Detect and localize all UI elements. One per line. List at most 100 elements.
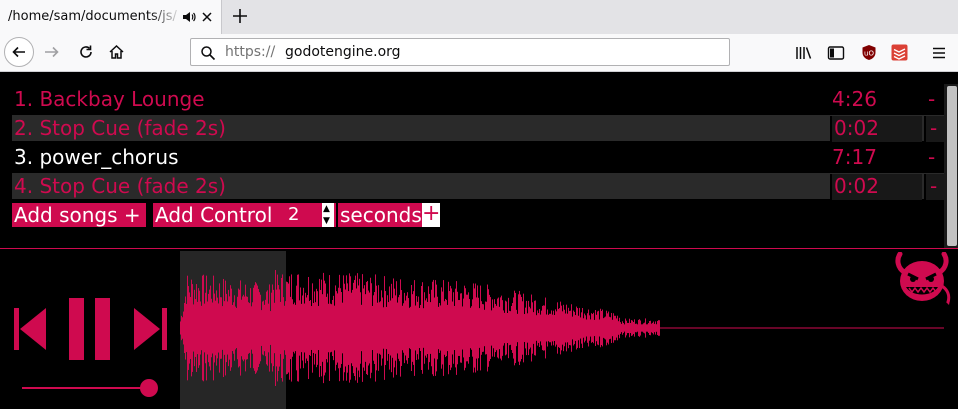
waveform-bar	[861, 327, 862, 329]
remove-item-button[interactable]: -	[924, 174, 944, 200]
waveform-bar	[830, 327, 831, 329]
waveform-bar	[487, 284, 488, 372]
waveform-bar	[618, 321, 619, 335]
waveform-bar	[582, 308, 583, 348]
waveform-bar	[250, 288, 251, 368]
add-cue-button[interactable]: +	[422, 201, 441, 227]
reload-icon[interactable]	[78, 44, 94, 60]
waveform-bar	[911, 327, 912, 329]
scrollbar-thumb[interactable]	[947, 86, 957, 246]
waveform-bar	[628, 322, 629, 334]
waveform-bar	[881, 327, 882, 329]
spin-down-icon[interactable]: ▼	[323, 216, 330, 226]
waveform-bar	[738, 327, 739, 329]
waveform-bar	[206, 275, 207, 381]
back-button[interactable]	[4, 37, 34, 67]
playlist-item-label: 2. Stop Cue (fade 2s)	[14, 116, 226, 140]
waveform-bar	[868, 327, 869, 329]
close-tab-icon[interactable]	[200, 9, 214, 28]
waveform-bar	[447, 304, 448, 352]
waveform-bar	[666, 327, 667, 329]
fade-seconds-value[interactable]: 2	[288, 204, 300, 225]
waveform-bar	[808, 327, 809, 329]
waveform-bar	[586, 319, 587, 337]
waveform-bar	[686, 327, 687, 329]
waveform-bar	[519, 290, 520, 366]
waveform-bar	[688, 327, 689, 329]
home-icon[interactable]	[108, 44, 125, 60]
waveform-bar	[680, 327, 681, 329]
volume-slider-track[interactable]	[22, 387, 148, 389]
waveform-bar	[406, 295, 407, 361]
volume-slider-knob[interactable]	[140, 379, 158, 397]
waveform-bar	[350, 276, 351, 380]
remove-item-button[interactable]: -	[928, 87, 936, 111]
remove-item-button[interactable]: -	[928, 145, 936, 169]
waveform-bar	[199, 290, 200, 366]
spin-up-icon[interactable]: ▲	[323, 204, 330, 214]
waveform-bar	[760, 327, 761, 329]
add-control-button[interactable]: Add Control	[153, 203, 277, 227]
speaker-icon[interactable]	[182, 9, 196, 28]
waveform-bar	[342, 302, 343, 354]
waveform-bar	[740, 327, 741, 329]
waveform-bar	[418, 296, 419, 360]
waveform-bar	[201, 305, 202, 351]
forward-arrow-icon[interactable]	[43, 44, 61, 60]
waveform-bar	[737, 327, 738, 329]
waveform-bar	[939, 327, 940, 329]
waveform-bar	[180, 321, 181, 335]
waveform-bar	[232, 304, 233, 352]
waveform-bar	[943, 327, 944, 329]
waveform-bar	[831, 327, 832, 329]
waveform-bar	[788, 327, 789, 329]
waveform-bar	[723, 327, 724, 329]
url-bar[interactable]: https:// godotengine.org	[190, 38, 730, 66]
waveform-bar	[664, 327, 665, 329]
browser-tab[interactable]: /home/sam/documents/js/	[0, 0, 222, 34]
waveform-bar	[675, 327, 676, 329]
waveform-bar	[301, 303, 302, 353]
waveform-bar	[284, 305, 285, 351]
fade-seconds-spinbox[interactable]: 2 ▲ ▼	[276, 203, 336, 227]
waveform[interactable]	[180, 251, 944, 409]
sidebar-icon[interactable]	[827, 45, 845, 61]
waveform-bar	[642, 324, 643, 332]
waveform-bar	[585, 315, 586, 341]
waveform-bar	[254, 285, 255, 371]
add-songs-button[interactable]: Add songs +	[12, 203, 146, 227]
waveform-bar	[667, 327, 668, 329]
waveform-bar	[913, 327, 914, 329]
waveform-bar	[786, 327, 787, 329]
waveform-bar	[389, 286, 390, 370]
ublock-shield-icon[interactable]: uO	[861, 44, 877, 61]
waveform-bar	[722, 327, 723, 329]
spin-arrows[interactable]: ▲ ▼	[322, 203, 334, 227]
hamburger-menu-icon[interactable]	[931, 45, 947, 61]
waveform-bar	[679, 327, 680, 329]
waveform-bar	[921, 327, 922, 329]
pause-icon[interactable]	[69, 298, 111, 360]
next-icon[interactable]	[134, 308, 168, 350]
previous-icon[interactable]	[14, 308, 48, 350]
remove-item-button[interactable]: -	[924, 116, 944, 142]
waveform-bar	[458, 300, 459, 356]
library-icon[interactable]	[795, 45, 813, 61]
waveform-bar	[699, 327, 700, 329]
playlist-row[interactable]: 1. Backbay Lounge 4:26 -	[12, 86, 944, 112]
waveform-bar	[795, 327, 796, 329]
playlist-row-current[interactable]: 3. power_chorus 7:17 -	[12, 144, 944, 170]
todoist-icon[interactable]	[891, 44, 908, 61]
waveform-bar	[525, 307, 526, 349]
playlist-row[interactable]: 2. Stop Cue (fade 2s) 0:02 -	[12, 115, 944, 142]
waveform-bar	[742, 327, 743, 329]
waveform-bar	[865, 327, 866, 329]
waveform-bar	[938, 327, 939, 329]
new-tab-button[interactable]	[230, 6, 250, 30]
waveform-bar	[769, 327, 770, 329]
playlist-row[interactable]: 4. Stop Cue (fade 2s) 0:02 -	[12, 173, 944, 200]
waveform-bar	[526, 300, 527, 356]
waveform-bar	[834, 327, 835, 329]
waveform-bar	[475, 283, 476, 373]
playlist-item-duration: 0:02	[830, 174, 922, 200]
